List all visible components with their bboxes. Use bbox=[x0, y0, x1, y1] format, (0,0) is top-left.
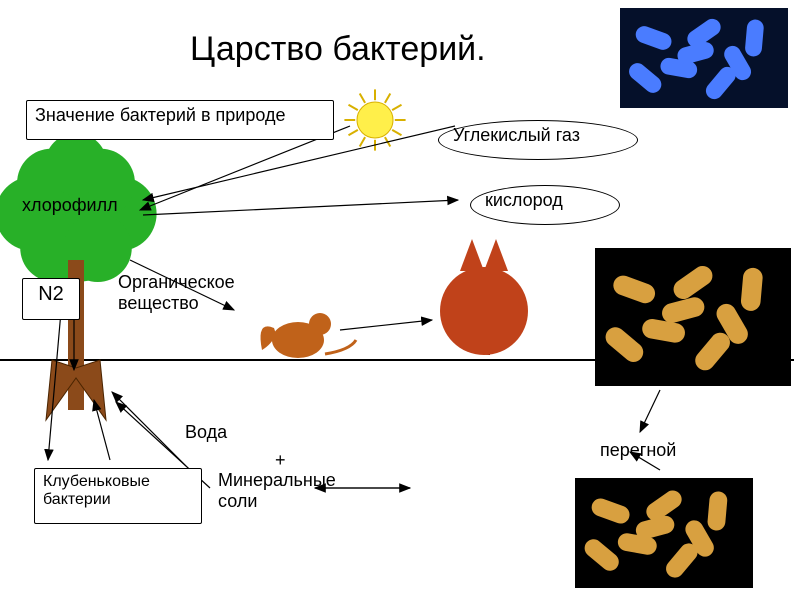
page-title: Царство бактерий. bbox=[190, 30, 486, 69]
subtitle-box: Значение бактерий в природе bbox=[26, 100, 334, 140]
label-n2: N2 bbox=[22, 278, 80, 320]
label-nodule-bacteria: Клубеньковыебактерии bbox=[34, 468, 202, 524]
label-minerals: Минеральныесоли bbox=[218, 470, 336, 512]
bacteria-image-mid bbox=[595, 248, 791, 386]
bacteria-image-bottom bbox=[575, 478, 753, 588]
bacteria-image-top bbox=[620, 8, 788, 108]
label-co2: Углекислый газ bbox=[438, 120, 638, 160]
label-humus: перегной bbox=[600, 440, 676, 461]
label-chlorophyll: хлорофилл bbox=[22, 195, 118, 216]
label-oxygen: кислород bbox=[470, 185, 620, 225]
label-plus: + bbox=[275, 450, 286, 471]
label-organic: Органическоевещество bbox=[118, 272, 235, 314]
label-water: Вода bbox=[185, 422, 227, 443]
